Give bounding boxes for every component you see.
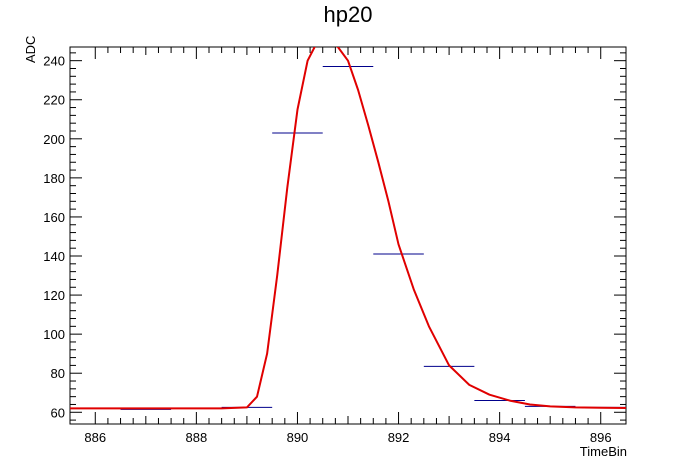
y-tick-label: 160 bbox=[43, 210, 65, 225]
plot-frame bbox=[69, 46, 627, 425]
x-axis-label: TimeBin bbox=[579, 444, 627, 459]
y-tick-label: 80 bbox=[51, 366, 65, 381]
x-tick-label: 892 bbox=[388, 430, 410, 445]
y-tick-label: 120 bbox=[43, 288, 65, 303]
chart-title: hp20 bbox=[323, 2, 373, 27]
y-tick-label: 180 bbox=[43, 171, 65, 186]
x-tick-label: 896 bbox=[590, 430, 612, 445]
y-tick-label: 200 bbox=[43, 132, 65, 147]
x-tick-label: 888 bbox=[186, 430, 208, 445]
y-tick-label: 240 bbox=[43, 54, 65, 69]
y-tick-label: 220 bbox=[43, 93, 65, 108]
x-tick-label: 890 bbox=[287, 430, 309, 445]
x-tick-label: 886 bbox=[84, 430, 106, 445]
fit-curve bbox=[70, 47, 626, 410]
y-tick-label: 100 bbox=[43, 327, 65, 342]
x-tick-label: 894 bbox=[489, 430, 511, 445]
y-tick-label: 140 bbox=[43, 249, 65, 264]
y-tick-label: 60 bbox=[51, 405, 65, 420]
histogram-series bbox=[70, 66, 626, 410]
